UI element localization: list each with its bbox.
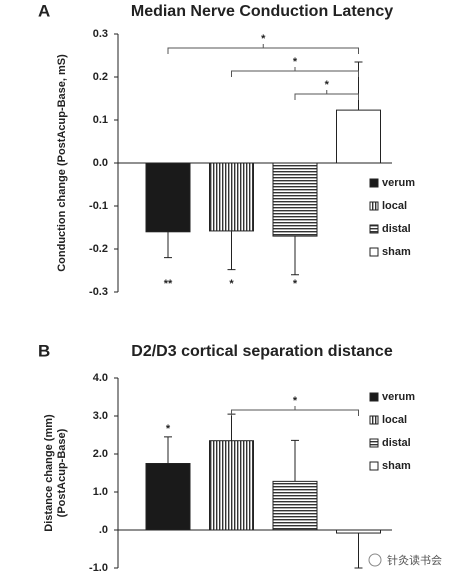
legend-swatch: [369, 201, 379, 211]
y-tick-label: 1.0: [93, 486, 108, 498]
significance-label: *: [229, 278, 234, 290]
legend-label: verum: [382, 391, 415, 403]
error-bar: [291, 236, 299, 276]
y-tick-label: -1.0: [89, 562, 108, 574]
error-bar: [164, 231, 172, 259]
bracket: [231, 67, 359, 77]
error-bar: [291, 439, 299, 482]
watermark: 针灸读书会: [387, 553, 442, 567]
error-bar: [164, 436, 172, 464]
bar: [336, 529, 381, 534]
bar: [209, 162, 254, 232]
y-axis-label: Distance change (mm): [43, 414, 55, 532]
y-tick-label: -0.2: [89, 243, 108, 255]
panel-label: B: [38, 341, 50, 360]
error-bar: [354, 533, 363, 569]
chart-title: Median Nerve Conduction Latency: [131, 3, 393, 20]
y-tick-label: -0.1: [89, 200, 108, 212]
y-tick-label: 4.0: [93, 372, 108, 384]
legend-swatch: [369, 461, 379, 471]
legend-label: verum: [382, 177, 415, 189]
legend-label: sham: [382, 246, 411, 258]
bracket-label: *: [293, 395, 298, 407]
panel-label: A: [38, 1, 50, 20]
bracket-label: *: [325, 79, 330, 91]
y-tick-label: 2.0: [93, 448, 108, 460]
error-bar: [227, 230, 236, 271]
significance-label: *: [166, 423, 171, 435]
y-tick-label: .0: [99, 524, 108, 536]
legend-label: distal: [382, 223, 411, 235]
bracket-label: *: [293, 56, 298, 68]
y-tick-label: 0.1: [93, 114, 108, 126]
error-bar: [354, 61, 363, 111]
bar: [145, 463, 191, 531]
legend-swatch: [369, 392, 379, 402]
legend-swatch: [369, 224, 379, 234]
legend-swatch: [369, 178, 379, 188]
bracket: [294, 90, 359, 100]
y-tick-label: 0.2: [93, 71, 108, 83]
bar: [209, 440, 254, 531]
legend-swatch: [369, 247, 379, 257]
legend-label: distal: [382, 437, 411, 449]
bracket-label: *: [261, 33, 266, 45]
bar: [272, 162, 318, 237]
bar: [272, 480, 318, 531]
error-bar: [227, 413, 236, 441]
legend-label: local: [382, 200, 407, 212]
bracket: [231, 406, 359, 416]
y-tick-label: 3.0: [93, 410, 108, 422]
y-axis-label: Conduction change (PostAcup-Base, mS): [56, 54, 68, 272]
watermark-icon: [368, 553, 382, 567]
bar: [145, 162, 191, 233]
y-axis-label: (PostAcup-Base): [56, 428, 68, 517]
chart-title: D2/D3 cortical separation distance: [131, 343, 393, 360]
legend-label: sham: [382, 460, 411, 472]
legend-swatch: [369, 415, 379, 425]
y-tick-label: -0.3: [89, 286, 108, 298]
legend-swatch: [369, 438, 379, 448]
bracket: [167, 44, 359, 54]
bar: [336, 109, 381, 164]
legend-label: local: [382, 414, 407, 426]
y-tick-label: 0.0: [93, 157, 108, 169]
y-tick-label: 0.3: [93, 28, 108, 40]
significance-label: **: [164, 278, 173, 290]
significance-label: *: [293, 278, 298, 290]
